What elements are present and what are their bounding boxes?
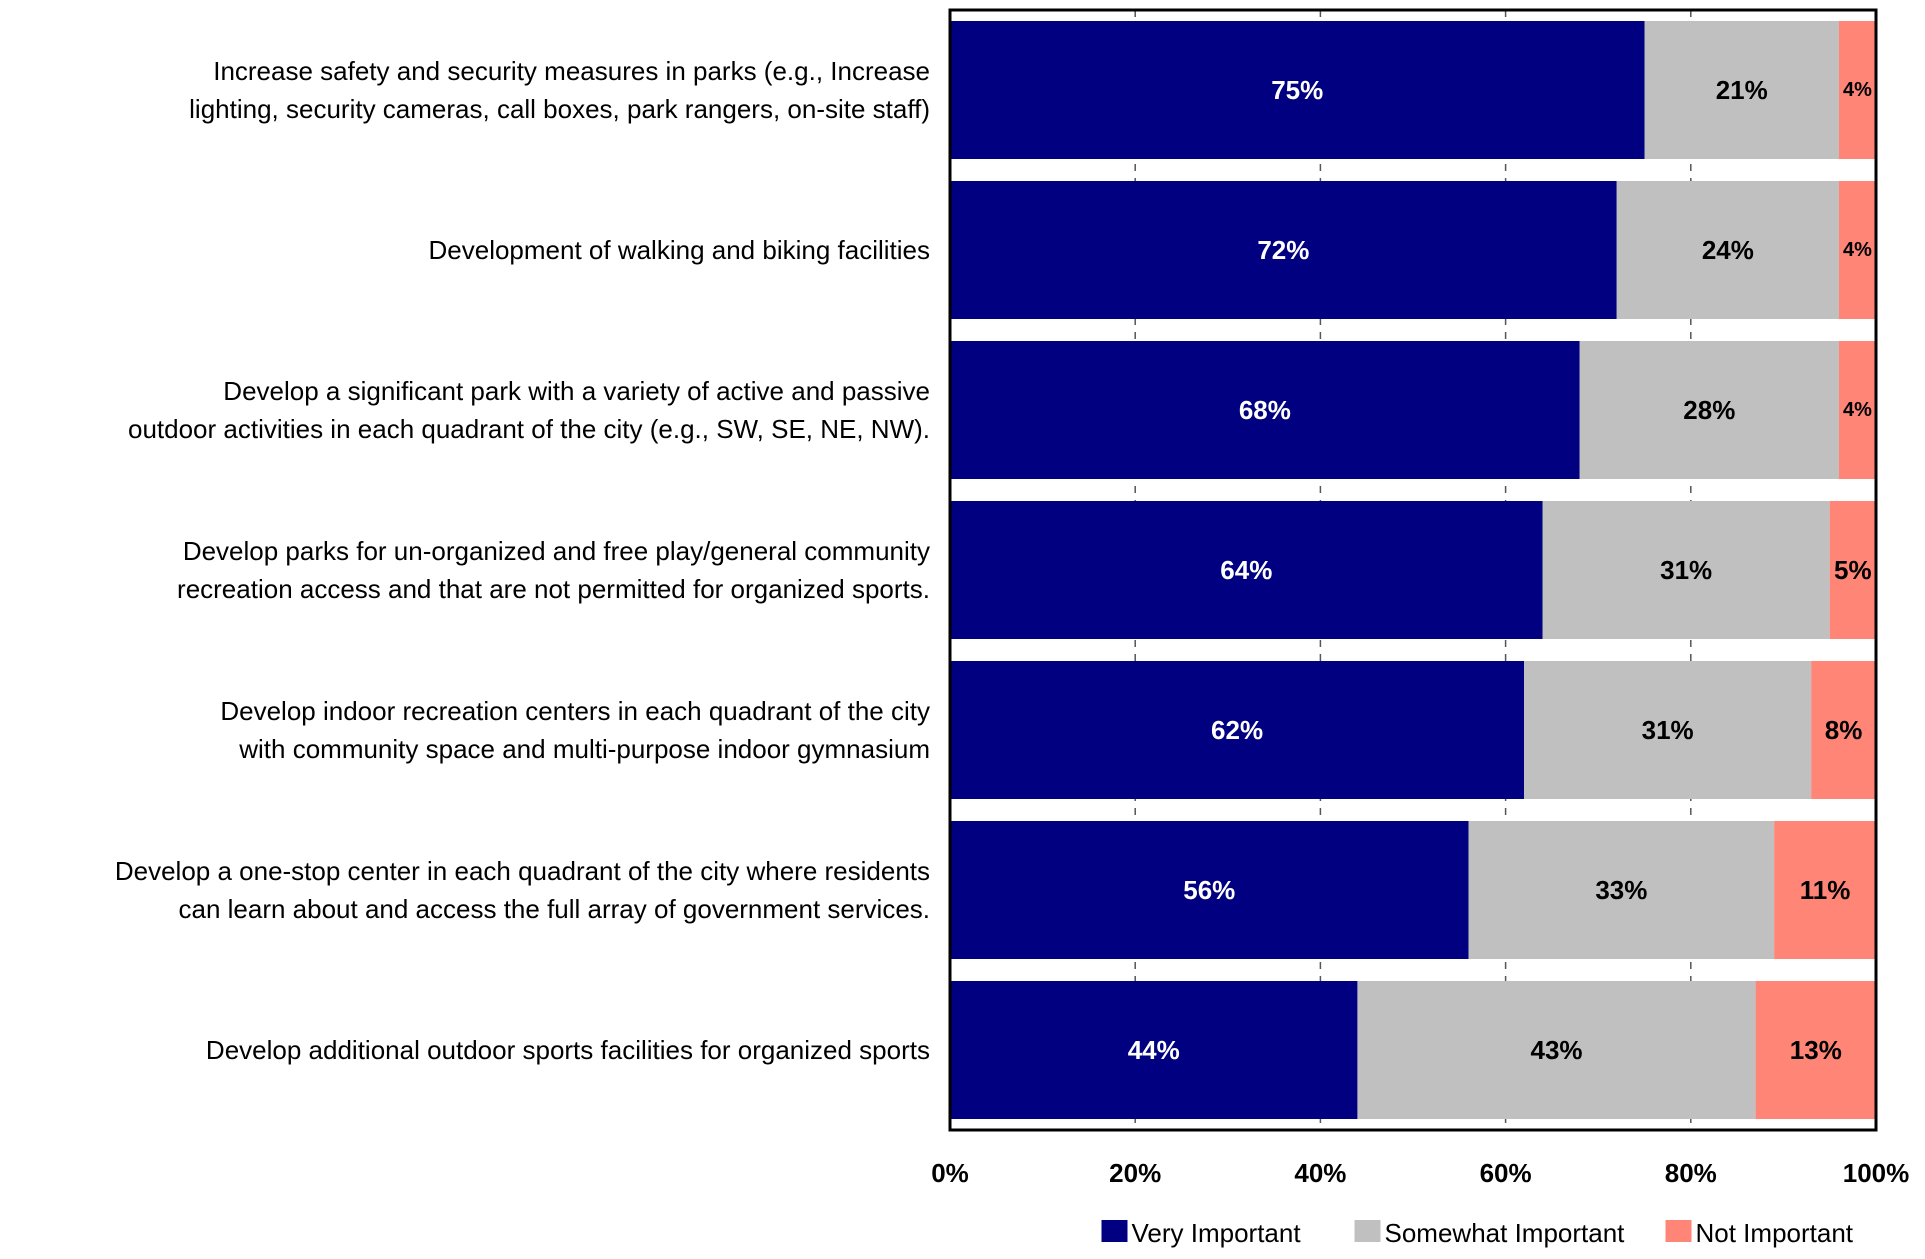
data-label: 31% [1642, 715, 1694, 745]
data-label: 33% [1595, 875, 1647, 905]
plot-frame [948, 8, 1878, 1132]
bars [950, 21, 1876, 1119]
axes: 0% 20% 40% 60% 80% 100% [931, 8, 1910, 1188]
data-labels: 75% 21% 4% 72% 24% 4% 68% 28% 4% 64% 31% 5% 62% 31% 8%… [1128, 75, 1872, 1065]
bar-segment-very-important [950, 501, 1543, 639]
data-label: 44% [1128, 1035, 1180, 1065]
category-label: Development of walking and biking facili… [429, 235, 931, 265]
bar-segment-very-important [950, 181, 1617, 319]
bar-segment-somewhat-important [1644, 21, 1839, 159]
bar-segment-not-important [1838, 181, 1876, 319]
legend-swatch [1665, 1220, 1692, 1242]
bar-segment-somewhat-important [1524, 661, 1812, 799]
data-label: 4% [1843, 79, 1872, 101]
data-label: 68% [1239, 395, 1291, 425]
data-label: 28% [1683, 395, 1735, 425]
category-label: Develop parks for un-organized and free … [177, 536, 930, 604]
legend-label: Not Important [1696, 1218, 1854, 1248]
bar-segment-very-important [950, 981, 1358, 1119]
data-label: 24% [1702, 235, 1754, 265]
data-label: 4% [1843, 239, 1872, 261]
bar-segment-very-important [950, 21, 1645, 159]
x-tick-label: 60% [1480, 1158, 1532, 1188]
bar-segment-not-important [1755, 981, 1876, 1119]
data-label: 43% [1531, 1035, 1583, 1065]
category-label: Develop indoor recreation centers in eac… [220, 696, 930, 764]
data-label: 64% [1220, 555, 1272, 585]
x-tick-label: 40% [1294, 1158, 1346, 1188]
x-tick-label: 80% [1665, 1158, 1717, 1188]
data-label: 75% [1271, 75, 1323, 105]
data-label: 5% [1834, 555, 1872, 585]
bar-segment-not-important [1838, 341, 1876, 479]
bar-segment-not-important [1829, 501, 1876, 639]
legend-label: Very Important [1132, 1218, 1302, 1248]
data-label: 62% [1211, 715, 1263, 745]
category-labels: Increase safety and security measures in… [115, 56, 930, 1065]
bar-segment-not-important [1838, 21, 1876, 159]
legend: Not Important Somewhat Important Very Impo… [1101, 1218, 1854, 1248]
bar-segment-very-important [950, 341, 1580, 479]
data-label: 8% [1825, 715, 1863, 745]
x-tick-label: 20% [1109, 1158, 1161, 1188]
data-label: 56% [1183, 875, 1235, 905]
bar-segment-somewhat-important [1357, 981, 1756, 1119]
category-label: Increase safety and security measures in… [189, 56, 930, 124]
legend-swatch [1354, 1220, 1381, 1242]
x-tick-label: 0% [931, 1158, 969, 1188]
bar-segment-somewhat-important [1579, 341, 1839, 479]
bar-segment-not-important [1811, 661, 1876, 799]
data-label: 11% [1800, 875, 1851, 905]
bar-segment-somewhat-important [1468, 821, 1775, 959]
x-tick-label: 100% [1843, 1158, 1910, 1188]
legend-swatch [1101, 1220, 1128, 1242]
legend-label: Somewhat Important [1385, 1218, 1626, 1248]
category-label: Develop a significant park with a variet… [128, 376, 930, 444]
category-label: Develop a one-stop center in each quadra… [115, 856, 930, 924]
data-label: 31% [1660, 555, 1712, 585]
data-label: 72% [1257, 235, 1309, 265]
data-label: 21% [1716, 75, 1768, 105]
bar-segment-very-important [950, 821, 1469, 959]
bar-segment-somewhat-important [1616, 181, 1839, 319]
bar-segment-not-important [1774, 821, 1876, 959]
bar-segment-very-important [950, 661, 1525, 799]
data-label: 4% [1843, 399, 1872, 421]
data-label: 13% [1790, 1035, 1842, 1065]
category-label: Develop additional outdoor sports facili… [206, 1035, 930, 1065]
bar-segment-somewhat-important [1542, 501, 1830, 639]
